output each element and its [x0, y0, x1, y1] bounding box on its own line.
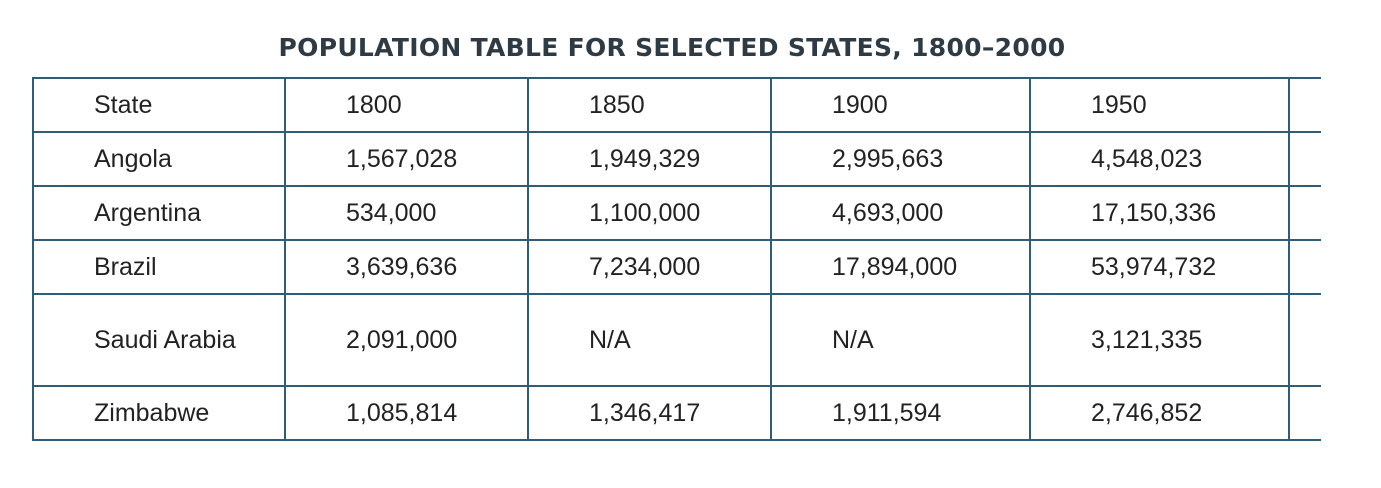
- population-table-container: State 1800 1850 1900 1950 Angola 1,567,0…: [32, 77, 1321, 453]
- table-cell: 2,091,000: [284, 293, 529, 387]
- table-cell: [1288, 293, 1321, 387]
- table-cell: N/A: [527, 293, 772, 387]
- table-cell: 3,121,335: [1029, 293, 1290, 387]
- table-cell: 1,100,000: [527, 185, 772, 241]
- table-cell: [1288, 131, 1321, 187]
- population-table: State 1800 1850 1900 1950 Angola 1,567,0…: [32, 77, 1321, 441]
- table-cell: 1,949,329: [527, 131, 772, 187]
- column-header: [1288, 77, 1321, 133]
- table-cell: 1,346,417: [527, 385, 772, 441]
- column-header: 1900: [770, 77, 1031, 133]
- table-cell: [1288, 385, 1321, 441]
- column-header: 1800: [284, 77, 529, 133]
- table-row: Brazil 3,639,636 7,234,000 17,894,000 53…: [32, 239, 1321, 295]
- column-header: 1850: [527, 77, 772, 133]
- table-cell: N/A: [770, 293, 1031, 387]
- table-cell: 1,567,028: [284, 131, 529, 187]
- table-row: Angola 1,567,028 1,949,329 2,995,663 4,5…: [32, 131, 1321, 187]
- table-title: POPULATION TABLE FOR SELECTED STATES, 18…: [278, 33, 1066, 62]
- table-cell: 7,234,000: [527, 239, 772, 295]
- table-cell: [1288, 185, 1321, 241]
- state-name-cell: Argentina: [32, 185, 286, 241]
- table-cell: 4,693,000: [770, 185, 1031, 241]
- table-cell: 534,000: [284, 185, 529, 241]
- table-cell: 1,085,814: [284, 385, 529, 441]
- table-cell: 53,974,732: [1029, 239, 1290, 295]
- table-row: Zimbabwe 1,085,814 1,346,417 1,911,594 2…: [32, 385, 1321, 441]
- header-row: State 1800 1850 1900 1950: [32, 77, 1321, 133]
- column-header: State: [32, 77, 286, 133]
- table-row: Argentina 534,000 1,100,000 4,693,000 17…: [32, 185, 1321, 241]
- table-cell: 17,894,000: [770, 239, 1031, 295]
- table-cell: 1,911,594: [770, 385, 1031, 441]
- state-name-cell: Zimbabwe: [32, 385, 286, 441]
- table-cell: 3,639,636: [284, 239, 529, 295]
- table-cell: [1288, 239, 1321, 295]
- state-name-cell: Saudi Arabia: [32, 293, 286, 387]
- table-cell: 2,746,852: [1029, 385, 1290, 441]
- table-cell: 4,548,023: [1029, 131, 1290, 187]
- table-row: Saudi Arabia 2,091,000 N/A N/A 3,121,335: [32, 293, 1321, 387]
- table-cell: 17,150,336: [1029, 185, 1290, 241]
- column-header: 1950: [1029, 77, 1290, 133]
- state-name-cell: Brazil: [32, 239, 286, 295]
- table-cell: 2,995,663: [770, 131, 1031, 187]
- state-name-cell: Angola: [32, 131, 286, 187]
